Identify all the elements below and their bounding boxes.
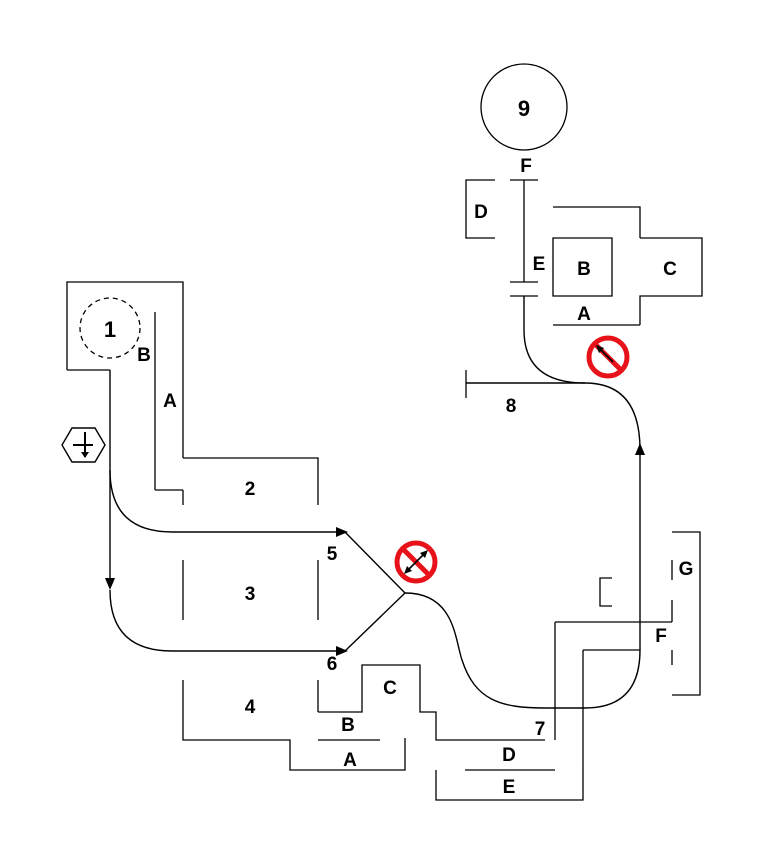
- rooms-left: 2 3 4: [155, 457, 406, 771]
- start-node-circle: [79, 297, 141, 359]
- route-to-9: [523, 296, 586, 384]
- top-letter-a: A: [577, 304, 591, 325]
- top-letter-b: B: [577, 259, 591, 280]
- start-box-outline: [66, 281, 184, 458]
- rooms-middle: C B A: [318, 664, 545, 771]
- direction-hexagon-icon: [61, 427, 106, 463]
- right-letter-f: F: [655, 626, 667, 647]
- top-letter-d: D: [474, 202, 488, 223]
- no-entry-icon: [586, 335, 630, 379]
- bot-letter-e: E: [503, 777, 516, 798]
- end-node-label: 9: [518, 96, 530, 121]
- right-letter-g: G: [679, 559, 694, 580]
- top-letter-c: C: [663, 259, 677, 280]
- node-6-label: 6: [327, 654, 338, 675]
- arrow-to-5: [336, 527, 348, 537]
- top-area: 9 F D E B C A 8: [465, 63, 703, 417]
- route-8-branch: [466, 382, 641, 451]
- route-to-8: [404, 453, 641, 709]
- node-3-label: 3: [245, 584, 256, 605]
- room-c-outline: [318, 664, 545, 741]
- node-4-label: 4: [245, 697, 256, 718]
- arrow-down: [105, 578, 115, 590]
- end-node-circle: [480, 63, 568, 151]
- route-upper-branch: [109, 370, 345, 533]
- room-b-box: [552, 237, 613, 297]
- start-letter-a: A: [163, 391, 177, 412]
- room-d-bracket: [465, 179, 495, 239]
- room-4-outline: [182, 680, 406, 771]
- top-letter-f: F: [520, 156, 532, 177]
- small-bracket: [599, 577, 612, 607]
- route-paths: 5 6: [105, 296, 645, 709]
- rooms-right: G F: [599, 531, 701, 696]
- arrow-to-6: [336, 646, 348, 656]
- top-letter-e: E: [533, 254, 546, 275]
- node-8-label: 8: [506, 396, 517, 417]
- route-merge: [344, 531, 406, 652]
- node-7-label: 7: [535, 719, 546, 740]
- mid-letter-c: C: [383, 678, 397, 699]
- start-node-label: 1: [104, 317, 116, 342]
- rooms-bottom-right: D E 7: [435, 621, 672, 801]
- room-c-box: [639, 237, 703, 325]
- room-c-top-outline: [553, 206, 641, 238]
- start-letter-b: B: [137, 345, 151, 366]
- mid-letter-a: A: [343, 750, 357, 771]
- node-5-label: 5: [327, 544, 338, 565]
- node-2-label: 2: [245, 479, 256, 500]
- mid-letter-b: B: [341, 715, 355, 736]
- room-g-outline: [672, 531, 701, 696]
- start-area: 1 B A: [66, 281, 184, 490]
- room-e-outline: [435, 770, 584, 801]
- room-2-outline: [183, 457, 319, 505]
- bot-letter-d: D: [502, 745, 516, 766]
- no-entry-icon: [394, 540, 438, 584]
- route-lower-branch: [109, 589, 345, 652]
